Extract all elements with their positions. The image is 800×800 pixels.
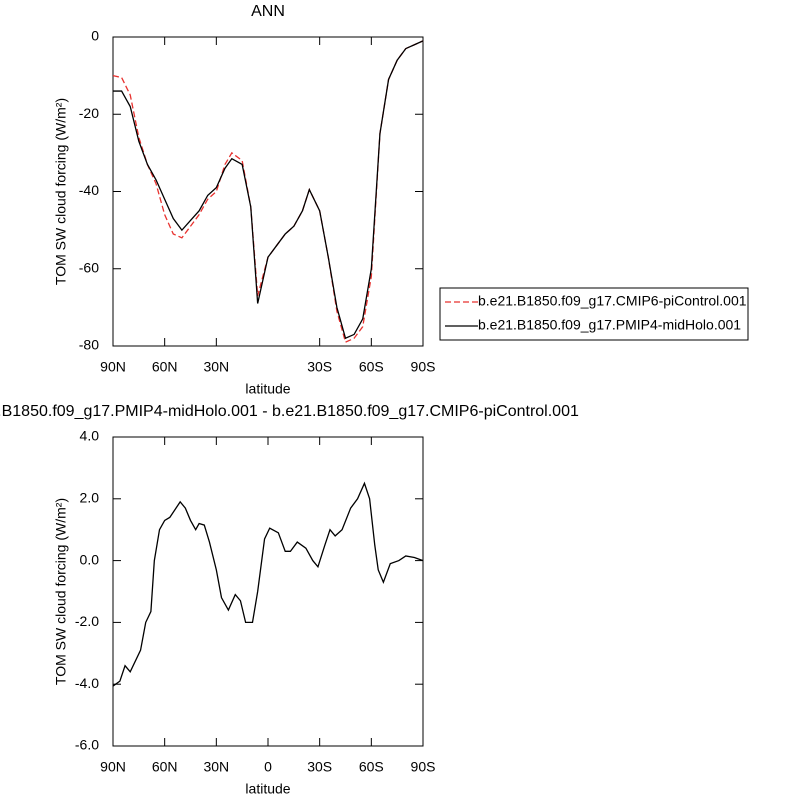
y-tick-label: -40: [79, 182, 99, 198]
series-line: [113, 40, 424, 340]
y-axis-label: TOM SW cloud forcing (W/m²): [53, 498, 69, 685]
chart-title: b.e21.B1850.f09_g17.PMIP4-midHolo.001 - …: [0, 403, 579, 420]
x-tick-label: 30S: [307, 359, 332, 375]
x-tick-label: 30N: [203, 759, 229, 775]
chart-title: ANN: [251, 3, 285, 20]
x-tick-label: 60N: [152, 759, 178, 775]
y-tick-label: 4.0: [80, 428, 100, 444]
y-tick-label: -6.0: [75, 737, 99, 753]
y-axis-label: TOM SW cloud forcing (W/m²): [53, 98, 69, 285]
legend-label: b.e21.B1850.f09_g17.CMIP6-piControl.001: [478, 293, 747, 309]
legend-label: b.e21.B1850.f09_g17.PMIP4-midHolo.001: [478, 317, 741, 333]
y-tick-label: -20: [79, 105, 99, 121]
x-tick-label: 0: [264, 759, 272, 775]
x-tick-label: 90S: [411, 359, 436, 375]
x-tick-label: 90N: [100, 759, 126, 775]
x-tick-label: 30N: [203, 359, 229, 375]
legend-box: [439, 287, 749, 341]
y-tick-label: -2.0: [75, 613, 99, 629]
y-tick-label: -60: [79, 259, 99, 275]
x-axis-label: latitude: [245, 381, 290, 397]
x-tick-label: 30S: [307, 759, 332, 775]
x-tick-label: 60N: [152, 359, 178, 375]
x-tick-label: 60S: [359, 359, 384, 375]
y-tick-label: -80: [79, 337, 99, 353]
plot-frame: [112, 436, 424, 747]
y-tick-label: 2.0: [80, 490, 100, 506]
y-tick-label: 0: [91, 28, 99, 44]
x-tick-label: 60S: [359, 759, 384, 775]
series-line: [112, 481, 424, 687]
x-tick-label: 90S: [411, 759, 436, 775]
x-tick-label: 90N: [100, 359, 126, 375]
y-tick-label: -4.0: [75, 675, 99, 691]
x-axis-label: latitude: [245, 781, 290, 797]
y-tick-label: 0.0: [80, 551, 100, 567]
